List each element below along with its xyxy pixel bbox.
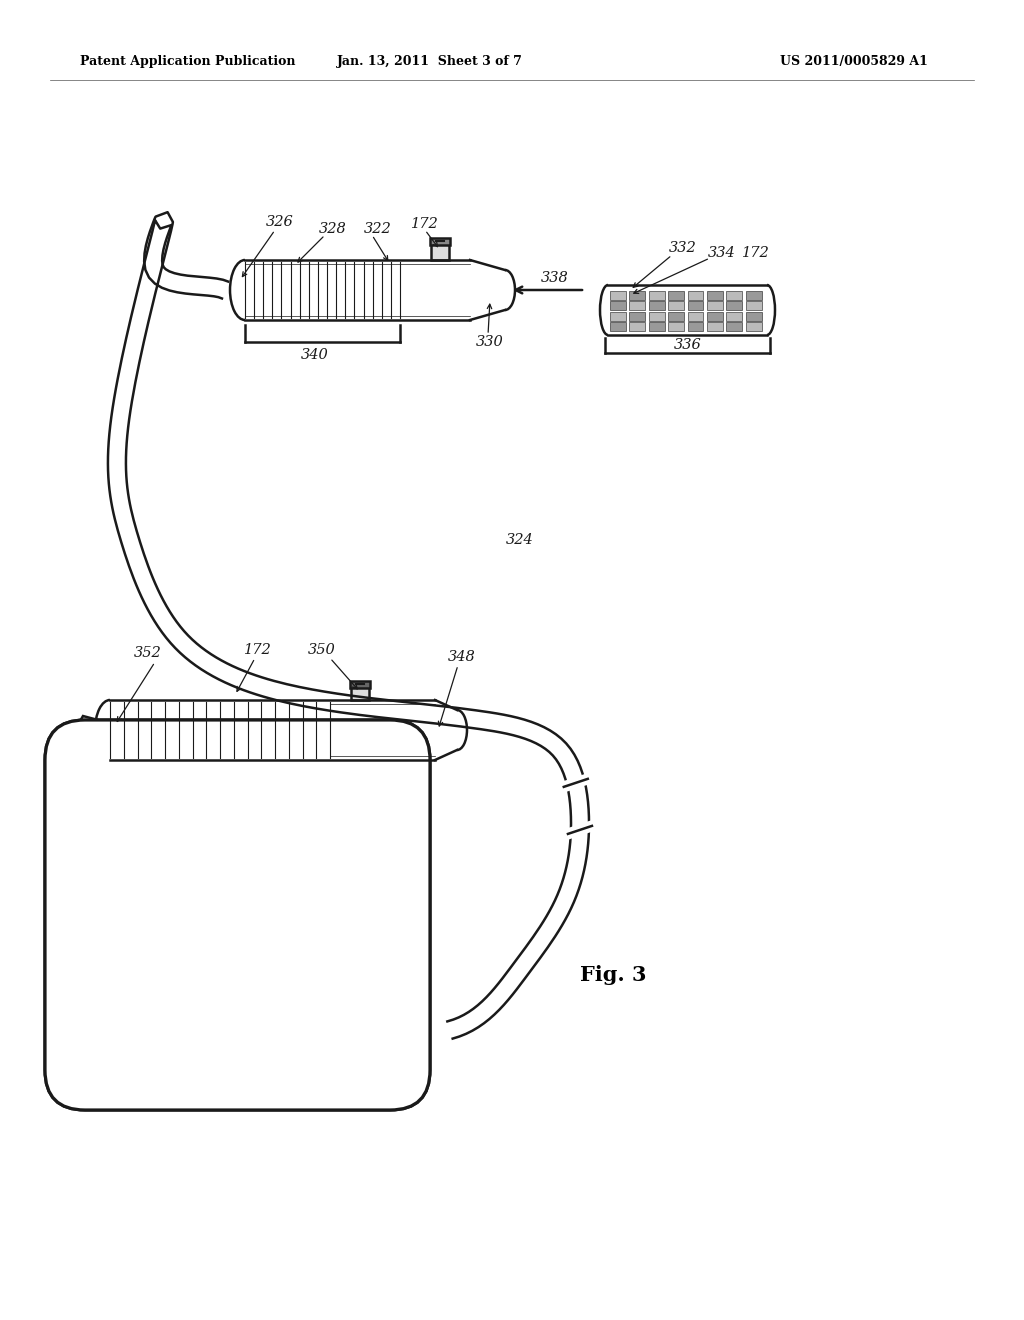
Bar — [668, 290, 684, 300]
Text: 326: 326 — [266, 215, 294, 228]
Bar — [610, 301, 626, 310]
Text: 172: 172 — [411, 216, 439, 231]
Bar — [630, 290, 645, 300]
Bar — [687, 301, 703, 310]
Text: 322: 322 — [365, 222, 392, 236]
Bar — [668, 312, 684, 321]
Bar — [707, 290, 723, 300]
Text: 338: 338 — [541, 271, 569, 285]
Bar — [707, 312, 723, 321]
Bar — [726, 301, 742, 310]
Text: 328: 328 — [319, 222, 347, 236]
Text: 352: 352 — [134, 645, 162, 660]
Text: Jan. 13, 2011  Sheet 3 of 7: Jan. 13, 2011 Sheet 3 of 7 — [337, 55, 523, 69]
Bar — [745, 322, 762, 331]
Polygon shape — [75, 715, 113, 744]
Bar — [649, 322, 665, 331]
Text: 340: 340 — [301, 348, 329, 362]
Bar — [707, 322, 723, 331]
Text: US 2011/0005829 A1: US 2011/0005829 A1 — [780, 55, 928, 69]
Bar — [630, 312, 645, 321]
Bar — [687, 322, 703, 331]
Bar — [726, 322, 742, 331]
Bar — [610, 290, 626, 300]
Text: 334: 334 — [709, 246, 736, 260]
Text: 332: 332 — [669, 242, 697, 255]
Bar — [745, 290, 762, 300]
Bar — [430, 238, 450, 244]
Bar — [630, 322, 645, 331]
Bar — [610, 322, 626, 331]
Text: 348: 348 — [449, 649, 476, 664]
Bar — [668, 322, 684, 331]
Bar — [707, 301, 723, 310]
Text: Fig. 3: Fig. 3 — [580, 965, 646, 985]
Bar — [649, 290, 665, 300]
Bar — [351, 686, 369, 700]
Bar — [630, 301, 645, 310]
Bar — [649, 312, 665, 321]
Bar — [431, 243, 449, 260]
Bar — [687, 312, 703, 321]
Bar — [668, 301, 684, 310]
Bar — [726, 312, 742, 321]
Bar — [649, 301, 665, 310]
Bar — [726, 290, 742, 300]
FancyBboxPatch shape — [45, 719, 430, 1110]
Text: 172: 172 — [742, 246, 770, 260]
Bar — [745, 312, 762, 321]
Bar — [745, 301, 762, 310]
Bar — [687, 290, 703, 300]
Text: 324: 324 — [506, 533, 534, 546]
Text: 330: 330 — [476, 335, 504, 348]
Text: 172: 172 — [244, 643, 272, 657]
FancyBboxPatch shape — [45, 719, 430, 1110]
Text: Patent Application Publication: Patent Application Publication — [80, 55, 296, 69]
Bar — [610, 312, 626, 321]
Text: 336: 336 — [674, 338, 701, 352]
Bar — [350, 681, 370, 688]
Text: 350: 350 — [308, 643, 336, 657]
